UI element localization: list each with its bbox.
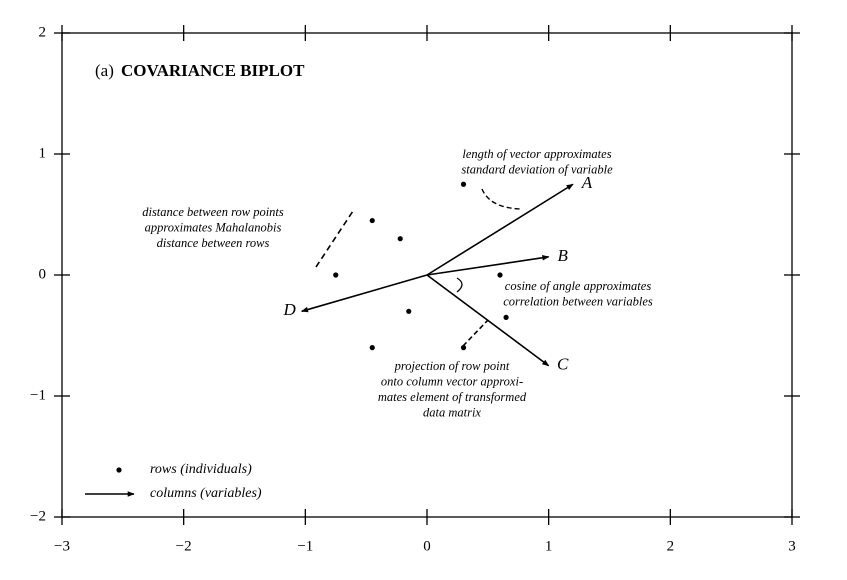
projection-guide — [462, 319, 489, 347]
annotation: distance between row points — [142, 205, 284, 219]
row-point — [333, 272, 339, 278]
annotation: cosine of angle approximates — [505, 279, 652, 293]
y-tick-label: 1 — [39, 145, 47, 161]
y-tick-label: 2 — [39, 24, 47, 40]
chart-title: COVARIANCE BIPLOT — [121, 61, 305, 80]
x-tick-label: 2 — [667, 538, 675, 554]
row-point — [460, 345, 467, 351]
x-tick-label: 3 — [788, 538, 796, 554]
x-tick-label: −1 — [297, 538, 313, 554]
y-tick-label: 0 — [39, 266, 47, 282]
annotation: standard deviation of variable — [461, 162, 613, 176]
annotation: distance between rows — [157, 236, 270, 250]
column-vector — [301, 274, 428, 313]
row-point — [406, 308, 412, 314]
legend-label: rows (individuals) — [150, 462, 252, 477]
annotation: mates element of transformed — [378, 390, 527, 404]
row-point — [397, 236, 403, 242]
chart-title-prefix: (a) — [95, 61, 114, 80]
row-point — [460, 181, 467, 187]
x-tick-label: −2 — [176, 538, 192, 554]
angle-arc — [456, 277, 463, 293]
length-guide — [481, 188, 522, 210]
row-point — [503, 314, 509, 320]
vector-label: D — [283, 300, 297, 319]
annotation: projection of row point — [394, 359, 510, 373]
x-tick-label: 1 — [545, 538, 553, 554]
column-vector — [426, 183, 574, 276]
legend-label: columns (variables) — [150, 486, 262, 501]
y-tick-label: −1 — [30, 387, 46, 403]
row-point — [369, 217, 375, 224]
row-point — [369, 345, 375, 351]
column-vector — [426, 274, 550, 367]
distance-guide — [315, 210, 354, 268]
y-tick-label: −2 — [30, 508, 46, 524]
annotation: data matrix — [423, 405, 481, 419]
vector-label: B — [557, 246, 568, 265]
vector-label: C — [557, 355, 569, 374]
annotation: approximates Mahalanobis — [145, 220, 282, 234]
annotation: length of vector approximates — [462, 147, 611, 161]
x-tick-label: 0 — [423, 538, 431, 554]
annotation: correlation between variables — [503, 294, 653, 308]
vector-label: A — [581, 173, 593, 192]
row-point — [497, 272, 503, 278]
annotation: onto column vector approxi- — [381, 374, 523, 388]
legend-point — [116, 467, 122, 473]
x-tick-label: −3 — [54, 538, 70, 554]
column-vector — [426, 255, 550, 276]
